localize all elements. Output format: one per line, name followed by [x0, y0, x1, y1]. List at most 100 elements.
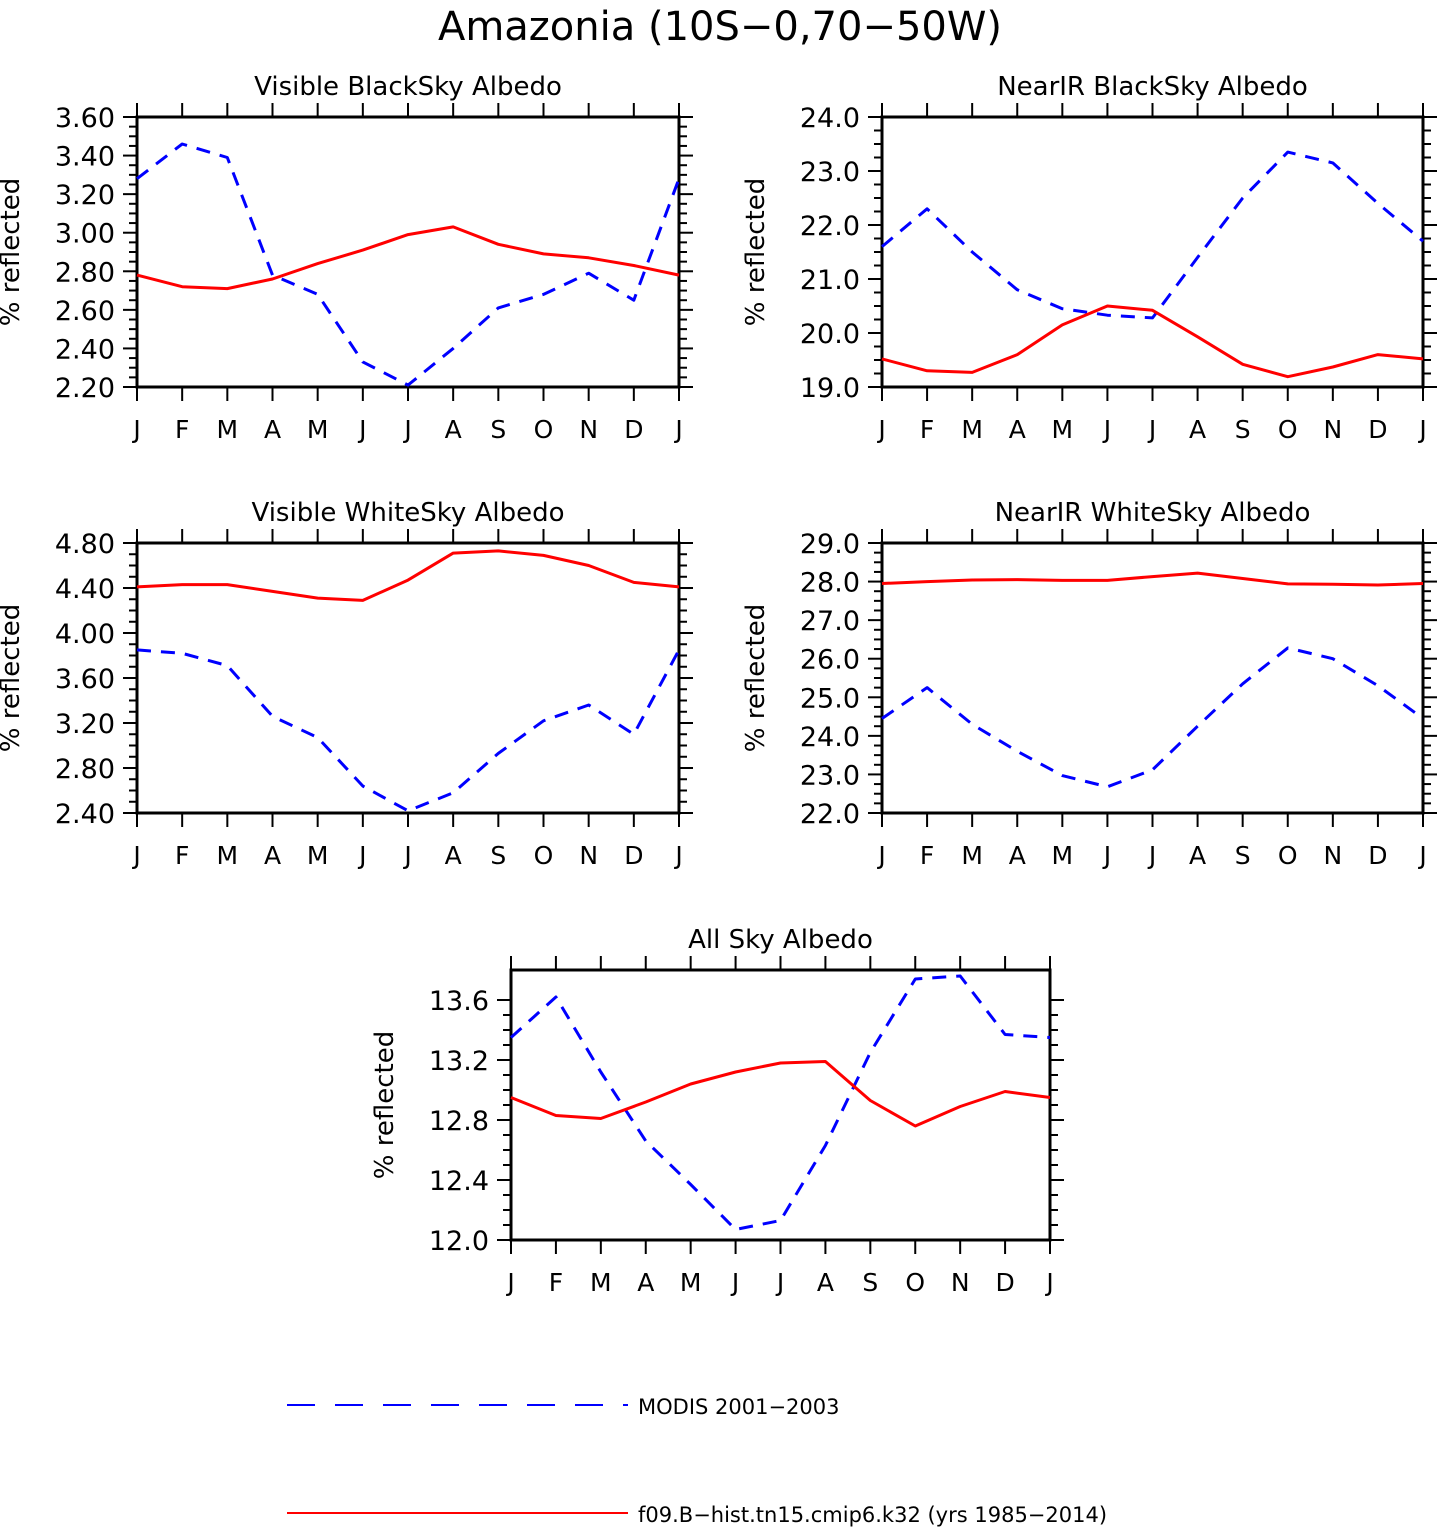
x-tick-label: J: [1147, 415, 1156, 444]
y-tick-label: 3.00: [55, 219, 115, 250]
series-line-modis: [136, 648, 681, 813]
x-tick-label: S: [1235, 841, 1251, 870]
x-tick-label: F: [175, 841, 189, 870]
x-tick-label: D: [995, 1268, 1014, 1297]
y-axis-label: % reflected: [0, 178, 26, 326]
x-tick-label: A: [445, 841, 462, 870]
y-axis-label: % reflected: [370, 1031, 400, 1179]
x-tick-label: A: [445, 415, 462, 444]
x-tick-label: F: [920, 841, 934, 870]
series-line-modis: [881, 646, 1424, 789]
x-tick-label: J: [505, 1268, 514, 1297]
y-tick-label: 12.4: [429, 1166, 489, 1197]
panel-title: NearIR WhiteSky Albedo: [995, 498, 1311, 528]
x-tick-label: J: [730, 1268, 739, 1297]
y-tick-label: 2.80: [55, 257, 115, 288]
x-tick-label: O: [1278, 841, 1298, 870]
plot-frame: [880, 115, 1425, 389]
panel-title: Visible WhiteSky Albedo: [251, 498, 564, 528]
y-axis-label: % reflected: [0, 604, 26, 752]
x-tick-label: J: [131, 415, 140, 444]
x-tick-label: M: [680, 1268, 702, 1297]
y-tick-label: 29.0: [800, 529, 860, 560]
x-tick-label: J: [1044, 1268, 1053, 1297]
x-tick-label: S: [1235, 415, 1251, 444]
x-tick-label: A: [637, 1268, 654, 1297]
y-tick-label: 2.40: [55, 799, 115, 830]
y-tick-label: 2.80: [55, 754, 115, 785]
y-tick-label: 4.40: [55, 574, 115, 605]
x-tick-label: M: [1052, 415, 1074, 444]
y-tick-label: 27.0: [800, 606, 860, 637]
x-tick-label: J: [876, 841, 885, 870]
x-tick-label: M: [217, 415, 239, 444]
y-tick-label: 12.0: [429, 1226, 489, 1257]
y-tick-label: 24.0: [800, 103, 860, 134]
y-tick-label: 21.0: [800, 265, 860, 296]
panel-title: Visible BlackSky Albedo: [254, 72, 562, 102]
x-tick-label: A: [817, 1268, 834, 1297]
x-tick-label: O: [1278, 415, 1298, 444]
x-tick-label: J: [1417, 415, 1426, 444]
x-tick-label: M: [590, 1268, 612, 1297]
x-tick-label: N: [951, 1268, 970, 1297]
y-tick-label: 4.00: [55, 619, 115, 650]
x-tick-label: A: [1009, 841, 1026, 870]
x-tick-label: N: [1323, 415, 1342, 444]
y-axis-label: % reflected: [741, 604, 771, 752]
x-tick-label: J: [876, 415, 885, 444]
y-tick-label: 13.6: [429, 986, 489, 1017]
x-tick-label: N: [579, 415, 598, 444]
y-tick-label: 22.0: [800, 799, 860, 830]
y-tick-label: 3.60: [55, 664, 115, 695]
x-tick-label: F: [549, 1268, 563, 1297]
x-tick-label: J: [775, 1268, 784, 1297]
figure-title: Amazonia (10S−0,70−50W): [438, 4, 1002, 50]
series-line-model: [136, 549, 680, 602]
x-tick-label: S: [862, 1268, 878, 1297]
x-tick-label: M: [961, 415, 983, 444]
x-tick-label: J: [402, 415, 411, 444]
x-tick-label: J: [1102, 841, 1111, 870]
x-tick-label: J: [1147, 841, 1156, 870]
y-axis-label: % reflected: [741, 178, 771, 326]
series-line-model: [136, 225, 680, 291]
series-line-modis: [509, 974, 1051, 1231]
x-tick-label: A: [1189, 415, 1206, 444]
y-tick-label: 20.0: [800, 319, 860, 350]
x-tick-label: M: [307, 841, 329, 870]
y-tick-label: 22.0: [800, 211, 860, 242]
y-tick-label: 3.20: [55, 709, 115, 740]
legend: MODIS 2001−2003 f09.B−hist.tn15.cmip6.k32…: [287, 1395, 1107, 1527]
series-line-model: [881, 304, 1424, 379]
x-tick-label: J: [1102, 415, 1111, 444]
x-tick-label: M: [1052, 841, 1074, 870]
y-tick-label: 3.20: [55, 180, 115, 211]
x-tick-label: F: [920, 415, 934, 444]
y-tick-label: 2.40: [55, 334, 115, 365]
x-tick-label: J: [673, 415, 682, 444]
x-tick-label: N: [579, 841, 598, 870]
y-tick-label: 13.2: [429, 1046, 489, 1077]
x-tick-label: S: [490, 415, 506, 444]
y-tick-label: 28.0: [800, 568, 860, 599]
chart-panel-3: Visible WhiteSky Albedo% reflectedJFMAMJ…: [0, 498, 693, 870]
x-tick-label: S: [490, 841, 506, 870]
panel-title: NearIR BlackSky Albedo: [997, 72, 1308, 102]
x-tick-label: D: [624, 415, 643, 444]
series-line-model: [881, 571, 1424, 587]
x-tick-label: J: [402, 841, 411, 870]
x-tick-label: M: [307, 415, 329, 444]
plot-frame: [135, 115, 681, 389]
y-tick-label: 26.0: [800, 645, 860, 676]
x-tick-label: J: [673, 841, 682, 870]
x-tick-label: A: [264, 415, 281, 444]
y-tick-label: 25.0: [800, 683, 860, 714]
x-tick-label: O: [905, 1268, 925, 1297]
x-tick-label: M: [961, 841, 983, 870]
series-line-modis: [881, 150, 1424, 320]
